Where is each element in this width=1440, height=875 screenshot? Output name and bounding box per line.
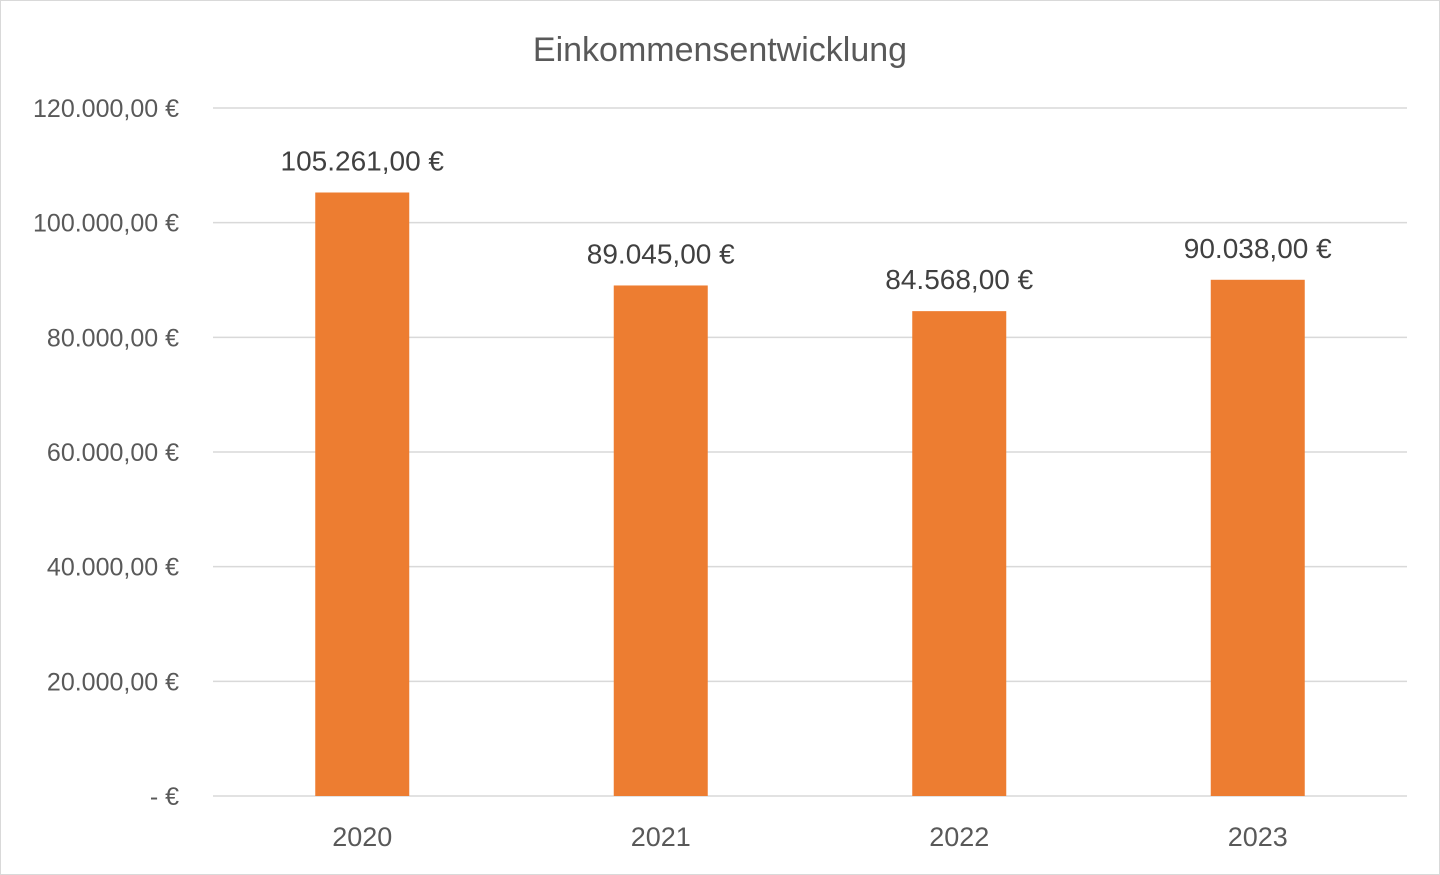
data-labels: 105.261,00 € 89.045,00 € 84.568,00 € 90.038… — [281, 146, 1333, 296]
bar-2021 — [613, 285, 708, 796]
y-tick-label: 120.000,00 € — [33, 95, 179, 123]
data-label-2021: 89.045,00 € — [587, 238, 735, 269]
y-tick-label: 20.000,00 € — [47, 668, 179, 696]
y-tick-label: 60.000,00 € — [47, 439, 179, 467]
y-axis-tick-labels: - € 20.000,00 € 40.000,00 € 60.000,00 € 80.0… — [33, 95, 179, 811]
y-tick-label: - € — [150, 783, 179, 811]
bar-2022 — [912, 311, 1007, 796]
x-tick-label-2021: 2021 — [631, 822, 691, 852]
y-tick-label: 80.000,00 € — [47, 324, 179, 352]
data-label-2023: 90.038,00 € — [1184, 233, 1332, 264]
bar-2020 — [315, 192, 410, 796]
bar-2023 — [1210, 279, 1305, 797]
x-axis-tick-labels: 2020 2021 2022 2023 — [332, 822, 1288, 852]
gridlines — [213, 107, 1407, 797]
y-tick-label: 40.000,00 € — [47, 554, 179, 582]
data-label-2022: 84.568,00 € — [885, 264, 1033, 295]
y-tick-label: 100.000,00 € — [33, 210, 179, 238]
x-tick-label-2022: 2022 — [929, 822, 989, 852]
x-tick-label-2020: 2020 — [332, 822, 392, 852]
chart-title: Einkommensentwicklung — [533, 31, 907, 69]
x-tick-label-2023: 2023 — [1228, 822, 1288, 852]
bars — [315, 192, 1305, 797]
data-label-2020: 105.261,00 € — [281, 146, 445, 177]
